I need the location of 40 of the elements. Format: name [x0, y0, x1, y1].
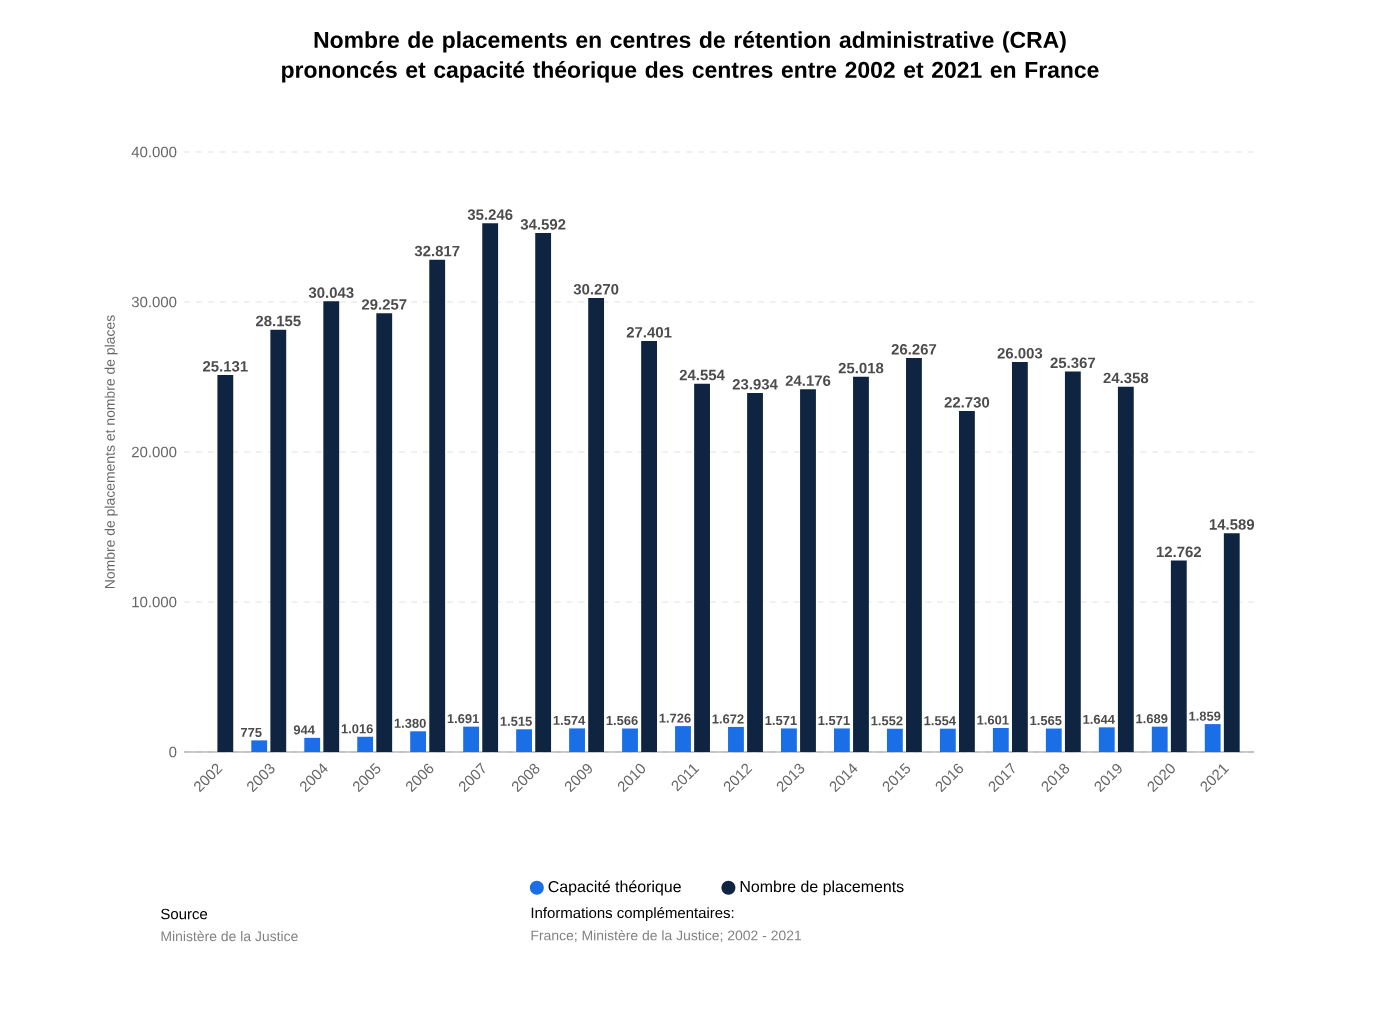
bar	[1064, 371, 1081, 752]
bar	[217, 375, 234, 752]
bar	[1151, 726, 1168, 752]
bar	[853, 376, 869, 752]
bar	[535, 233, 552, 752]
bar	[800, 389, 816, 752]
bar	[1098, 727, 1115, 752]
bar	[304, 737, 321, 752]
bar	[463, 726, 480, 752]
bar	[1045, 728, 1062, 752]
bar	[270, 329, 287, 752]
bar	[781, 728, 797, 752]
chart-title: Nombre de placements en centres de rétention administrative (CRA) prononcés et capacité théorique des centres entre 2002 et 2021 en France	[282, 31, 1099, 83]
bar	[959, 411, 975, 752]
bar	[410, 731, 427, 752]
bar	[1170, 560, 1187, 752]
bar	[588, 297, 605, 752]
bar	[482, 223, 499, 752]
bar	[992, 727, 1009, 752]
bar	[429, 259, 446, 752]
bar	[1223, 533, 1240, 752]
bar	[357, 736, 374, 752]
bar	[1204, 724, 1221, 752]
bar	[516, 729, 532, 752]
bar	[569, 728, 585, 752]
bar	[1117, 386, 1134, 752]
bar	[323, 301, 340, 752]
bar	[641, 340, 657, 752]
bar	[886, 728, 903, 752]
bar	[939, 728, 956, 752]
bar	[747, 392, 763, 752]
bar	[376, 313, 393, 752]
bar	[694, 383, 710, 752]
bar	[622, 728, 638, 752]
bar	[251, 740, 268, 752]
bar	[728, 726, 744, 752]
bar	[906, 357, 922, 752]
bar	[675, 726, 691, 752]
bar	[1011, 361, 1028, 752]
bar	[833, 728, 850, 752]
